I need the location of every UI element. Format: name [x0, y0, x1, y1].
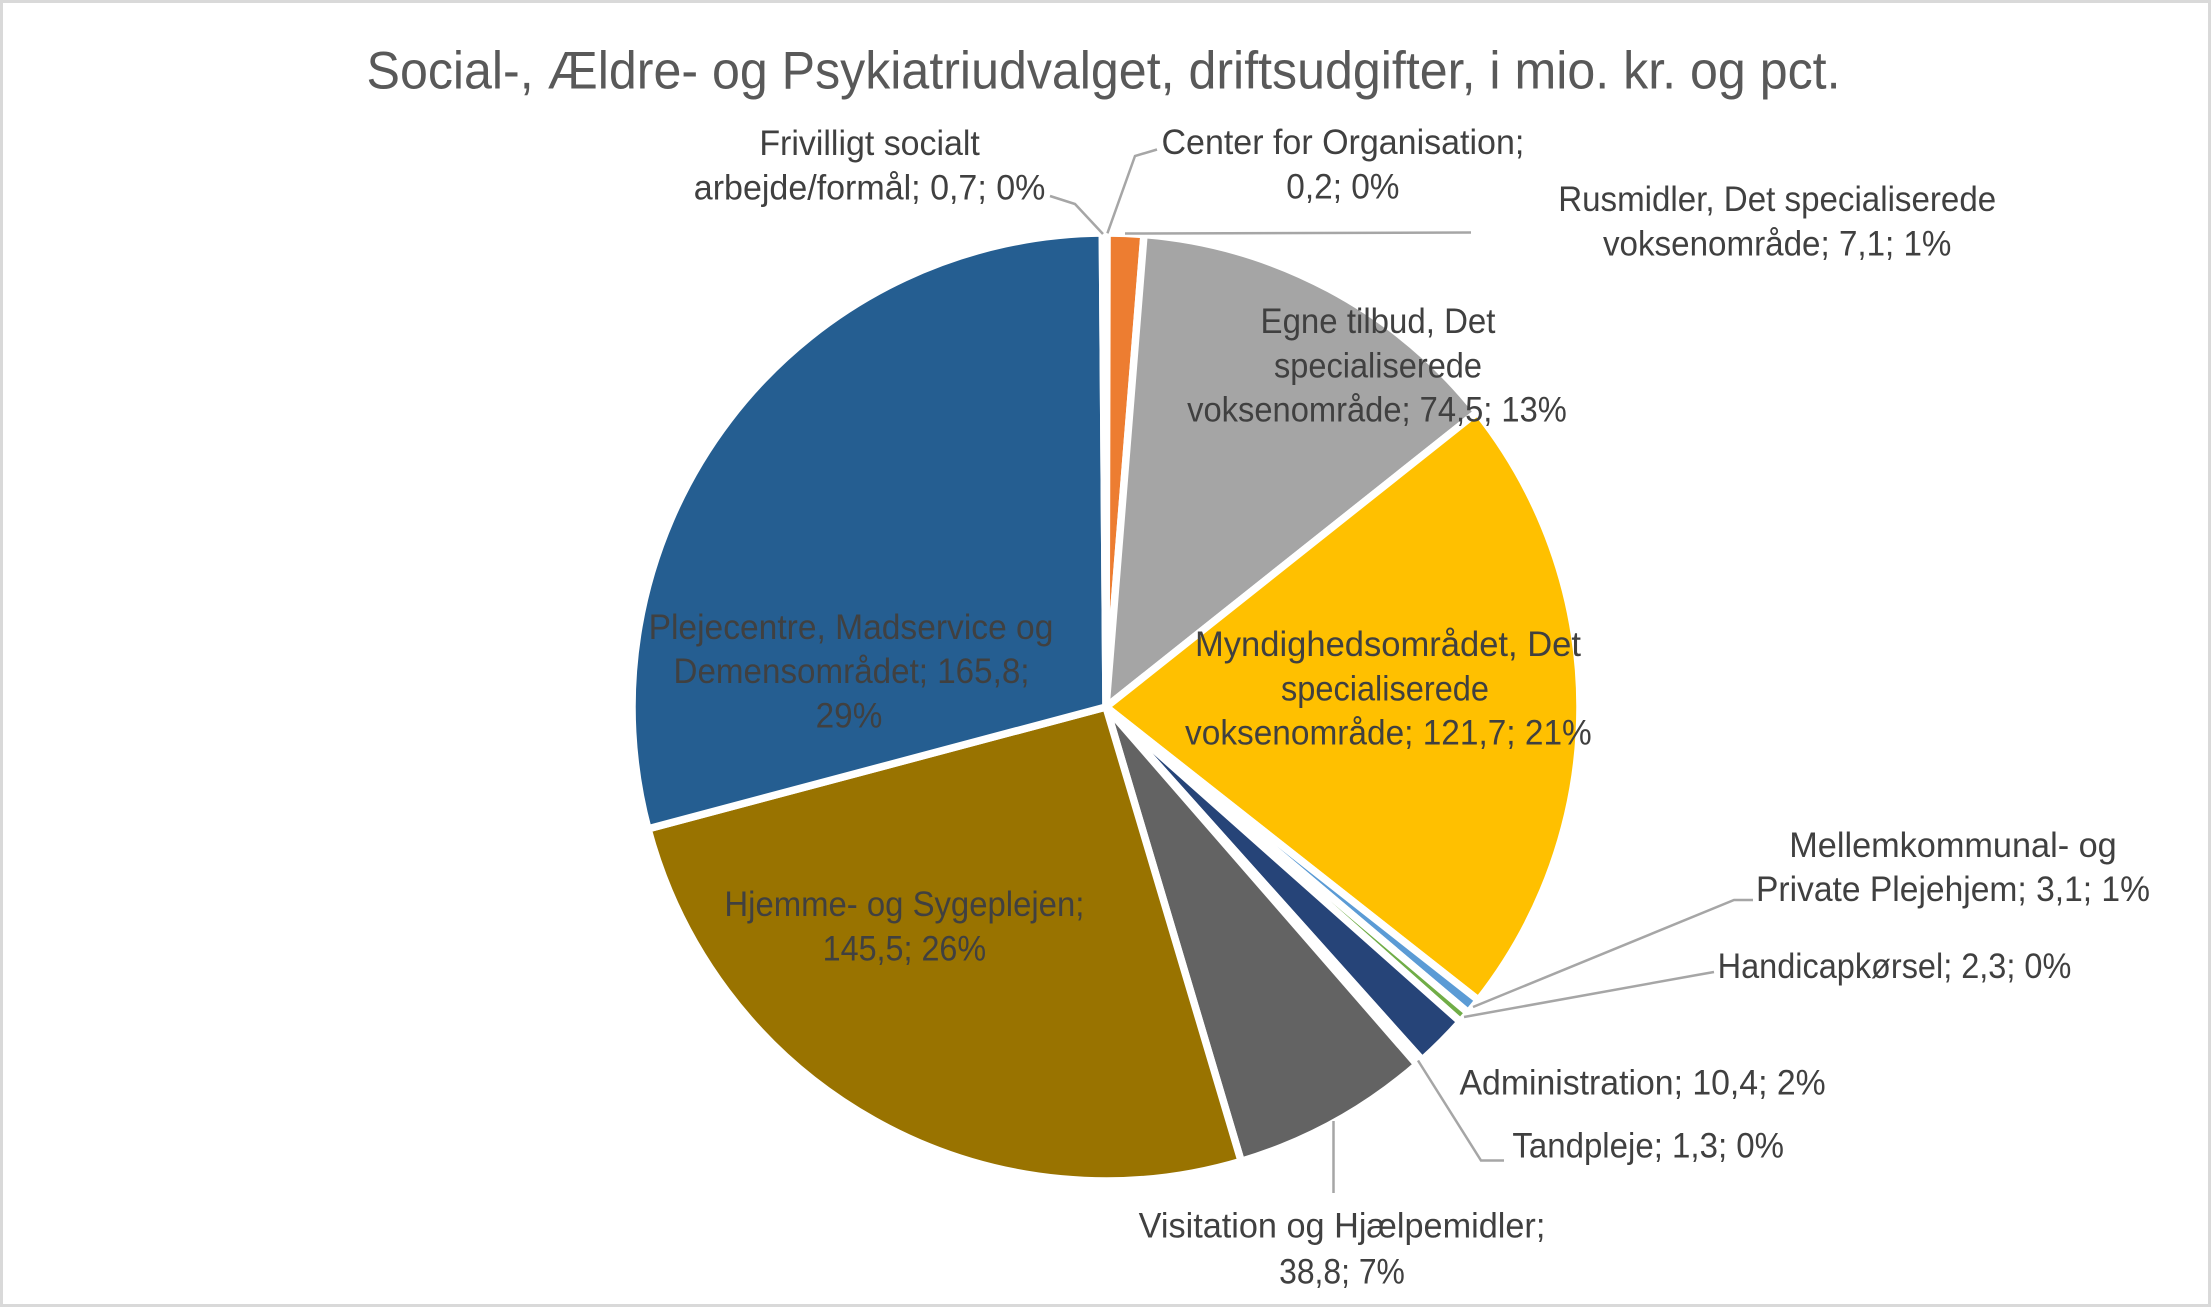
svg-text:Private Plejehjem; 3,1; 1%: Private Plejehjem; 3,1; 1% — [1756, 869, 2150, 909]
svg-text:Mellemkommunal- og: Mellemkommunal- og — [1789, 825, 2117, 865]
svg-text:Rusmidler, Det specialiserede: Rusmidler, Det specialiserede — [1558, 179, 1996, 219]
svg-text:Hjemme- og Sygeplejen;: Hjemme- og Sygeplejen; — [724, 884, 1084, 924]
svg-text:Administration; 10,4; 2%: Administration; 10,4; 2% — [1460, 1063, 1826, 1103]
svg-text:Center for Organisation;: Center for Organisation; — [1162, 122, 1525, 162]
svg-text:0,2; 0%: 0,2; 0% — [1286, 166, 1399, 206]
svg-text:Demensområdet; 165,8;: Demensområdet; 165,8; — [674, 651, 1030, 691]
svg-text:Plejecentre, Madservice og: Plejecentre, Madservice og — [649, 607, 1054, 647]
svg-text:Social-, Ældre- og Psykiatriud: Social-, Ældre- og Psykiatriudvalget, dr… — [367, 41, 1841, 100]
svg-text:145,5; 26%: 145,5; 26% — [823, 929, 987, 969]
svg-text:29%: 29% — [816, 695, 883, 735]
svg-text:voksenområde; 121,7; 21%: voksenområde; 121,7; 21% — [1185, 713, 1592, 753]
svg-text:Myndighedsområdet, Det: Myndighedsområdet, Det — [1195, 624, 1581, 664]
svg-text:Visitation og Hjælpemidler;: Visitation og Hjælpemidler; — [1139, 1206, 1546, 1246]
svg-text:specialiserede: specialiserede — [1281, 668, 1489, 708]
svg-text:specialiserede: specialiserede — [1274, 345, 1482, 385]
svg-text:Egne tilbud, Det: Egne tilbud, Det — [1261, 301, 1496, 341]
svg-text:Frivilligt socialt: Frivilligt socialt — [759, 123, 980, 163]
svg-text:Tandpleje; 1,3; 0%: Tandpleje; 1,3; 0% — [1512, 1126, 1784, 1166]
svg-text:arbejde/formål; 0,7; 0%: arbejde/formål; 0,7; 0% — [694, 167, 1046, 207]
svg-text:voksenområde; 74,5; 13%: voksenområde; 74,5; 13% — [1187, 390, 1567, 430]
svg-text:Handicapkørsel; 2,3; 0%: Handicapkørsel; 2,3; 0% — [1718, 946, 2072, 986]
svg-text:38,8; 7%: 38,8; 7% — [1279, 1252, 1405, 1292]
svg-text:voksenområde; 7,1; 1%: voksenområde; 7,1; 1% — [1603, 223, 1952, 263]
